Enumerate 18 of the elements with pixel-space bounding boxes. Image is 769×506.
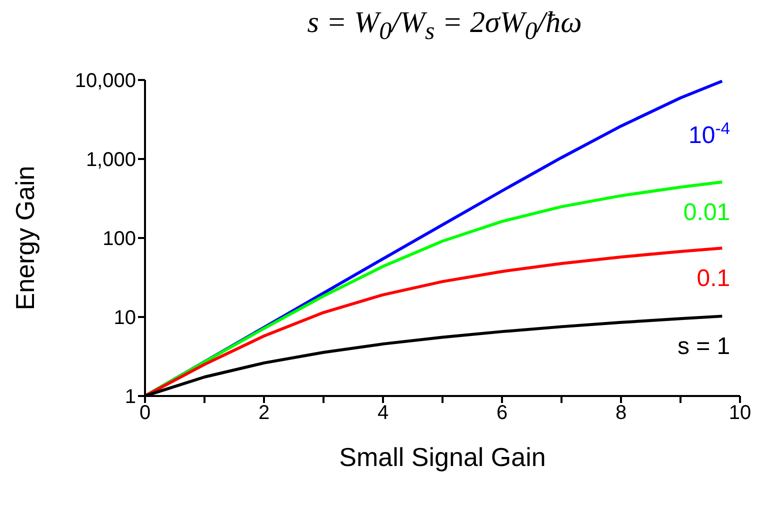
x-tick-label: 8 [615, 402, 627, 424]
x-tick-label: 2 [258, 402, 270, 424]
x-tick-label: 0 [139, 402, 151, 424]
series-label: 0.01 [683, 199, 730, 226]
series-label: 0.1 [696, 265, 730, 292]
x-axis-title: Small Signal Gain [339, 442, 546, 472]
series-label: 10$^{-4}$ [688, 118, 730, 150]
y-axis-title: Energy Gain [10, 166, 40, 310]
x-tick-label: 6 [496, 402, 508, 424]
y-tick-label: 10 [114, 307, 136, 330]
y-tick-label: 100 [102, 228, 136, 250]
y-tick-label: 1 [124, 386, 136, 408]
y-tick-label: 1,000 [86, 149, 136, 172]
chart-title: s = W$_{0}$/W$_{s}$ = 2σW$_{0}$/ħω [306, 6, 583, 46]
y-tick-label: 10,000 [74, 70, 136, 92]
x-tick-label: 10 [728, 402, 752, 424]
series-label: s = 1 [677, 333, 730, 360]
x-tick-label: 4 [377, 402, 389, 424]
